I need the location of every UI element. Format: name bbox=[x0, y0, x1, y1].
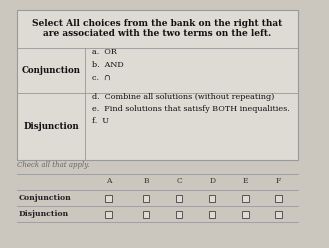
Text: Disjunction: Disjunction bbox=[23, 122, 79, 131]
Bar bbox=[105, 211, 112, 217]
Bar bbox=[176, 211, 183, 217]
Text: Disjunction: Disjunction bbox=[19, 210, 69, 218]
Bar bbox=[17, 10, 298, 160]
Bar bbox=[275, 211, 282, 217]
Text: C: C bbox=[176, 177, 182, 185]
Text: c.  ∩: c. ∩ bbox=[92, 74, 111, 82]
Text: Select All choices from the bank on the right that: Select All choices from the bank on the … bbox=[32, 19, 283, 28]
Text: D: D bbox=[209, 177, 215, 185]
Bar bbox=[143, 211, 149, 217]
Bar bbox=[105, 194, 112, 201]
Text: f.  U: f. U bbox=[92, 117, 110, 125]
Bar bbox=[242, 194, 248, 201]
Text: are associated with the two terms on the left.: are associated with the two terms on the… bbox=[43, 29, 272, 37]
Bar bbox=[176, 194, 183, 201]
Bar bbox=[143, 194, 149, 201]
Text: Conjunction: Conjunction bbox=[19, 194, 72, 202]
Text: d.  Combine all solutions (without repeating): d. Combine all solutions (without repeat… bbox=[92, 93, 275, 101]
Text: Conjunction: Conjunction bbox=[21, 66, 80, 75]
Bar bbox=[209, 211, 215, 217]
Text: E: E bbox=[242, 177, 248, 185]
Text: A: A bbox=[106, 177, 111, 185]
Text: Check all that apply.: Check all that apply. bbox=[17, 161, 89, 169]
Text: b.  AND: b. AND bbox=[92, 61, 124, 69]
Bar bbox=[275, 194, 282, 201]
Bar bbox=[209, 194, 215, 201]
Bar bbox=[242, 211, 248, 217]
Text: a.  OR: a. OR bbox=[92, 48, 117, 56]
Text: B: B bbox=[143, 177, 149, 185]
Text: F: F bbox=[276, 177, 281, 185]
Text: e.  Find solutions that satisfy BOTH inequalities.: e. Find solutions that satisfy BOTH ineq… bbox=[92, 105, 290, 113]
